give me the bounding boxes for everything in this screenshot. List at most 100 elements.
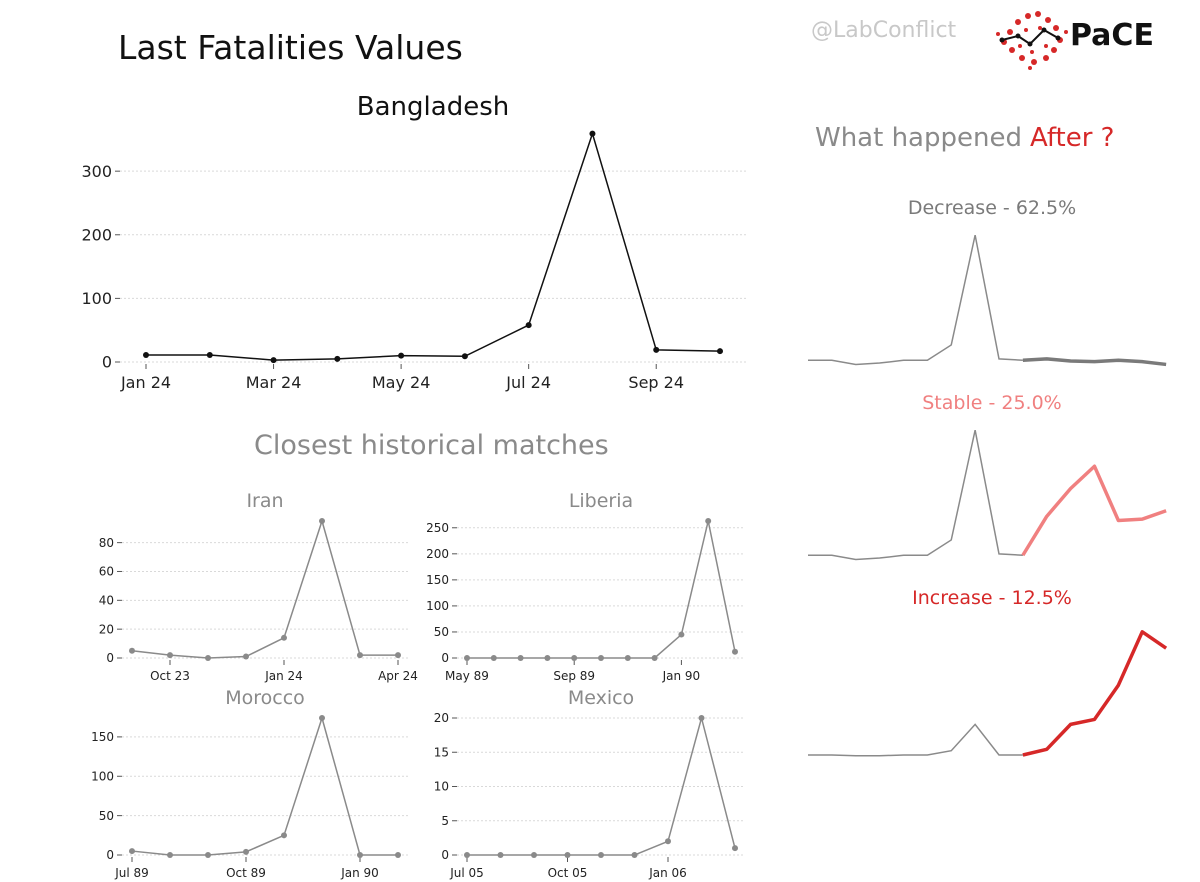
- chart-title: Bangladesh: [357, 92, 509, 122]
- data-point: [598, 852, 604, 858]
- data-point: [129, 848, 135, 855]
- chart-title: Liberia: [569, 490, 633, 512]
- data-point: [167, 652, 173, 659]
- data-point: [281, 832, 287, 839]
- history-line: [808, 429, 1023, 561]
- data-point: [143, 352, 149, 359]
- data-point: [129, 647, 135, 654]
- y-tick-label: 10: [434, 780, 449, 794]
- y-tick-label: 15: [434, 745, 449, 759]
- data-point: [334, 355, 341, 362]
- data-point: [395, 652, 401, 659]
- future-line: [1021, 464, 1167, 557]
- data-point: [624, 655, 631, 661]
- liberia-chart: Liberia 0 50 100 150 200 250 May 89 Sep 89 Jan 90: [426, 490, 745, 683]
- increase-scenario-chart: Increase - 12.5%: [808, 587, 1168, 757]
- data-point: [525, 322, 532, 329]
- x-tick-label: Jan 24: [264, 669, 303, 683]
- future-line: [1022, 357, 1167, 367]
- x-tick-label: Jan 06: [648, 866, 687, 880]
- stable-scenario-chart: Stable - 25.0%: [808, 392, 1167, 561]
- y-tick-label: 0: [441, 848, 449, 862]
- x-tick-label: Apr 24: [378, 669, 418, 683]
- scenario-title: Stable - 25.0%: [922, 392, 1061, 414]
- data-point: [589, 130, 596, 137]
- data-point: [544, 655, 551, 661]
- data-point: [564, 852, 571, 858]
- x-tick-label: Sep 89: [553, 669, 595, 683]
- data-point: [205, 852, 211, 858]
- data-point: [464, 655, 470, 661]
- y-tick-label: 0: [441, 651, 449, 665]
- data-point: [205, 655, 211, 661]
- data-point: [531, 852, 537, 858]
- y-tick-label: 150: [426, 573, 449, 587]
- series-line: [131, 518, 398, 659]
- y-tick-label: 80: [99, 536, 114, 550]
- data-point: [461, 353, 468, 360]
- data-point: [319, 518, 325, 524]
- mexico-chart: Mexico 0 5 10 15 20 Jul 05 Oct 05 Jan 06: [434, 687, 745, 880]
- logo-text: PaCE: [1070, 18, 1154, 53]
- x-tick-label: Jul 05: [449, 866, 484, 880]
- data-point: [206, 352, 213, 359]
- history-line: [808, 723, 1023, 757]
- data-point: [319, 715, 325, 721]
- data-point: [167, 852, 173, 858]
- scenario-title: Increase - 12.5%: [912, 587, 1072, 609]
- series-line: [146, 131, 721, 361]
- iran-chart: Iran 0 20 40 60 80 Oct 23 Jan 24 Apr 24: [99, 490, 418, 683]
- section-title-matches: Closest historical matches: [254, 430, 609, 461]
- y-tick-label: 250: [426, 521, 449, 535]
- after-highlight: After ?: [1029, 123, 1115, 153]
- data-point: [631, 852, 638, 858]
- chart-title: Morocco: [225, 687, 305, 709]
- x-tick-label: Mar 24: [246, 373, 302, 392]
- y-tick-label: 20: [434, 711, 449, 725]
- x-tick-label: Sep 24: [628, 373, 684, 392]
- data-point: [653, 346, 660, 353]
- y-tick-label: 100: [426, 599, 449, 613]
- data-point: [598, 655, 604, 661]
- data-point: [717, 348, 723, 355]
- data-point: [243, 653, 249, 660]
- x-tick-label: Jan 90: [662, 669, 701, 683]
- data-point: [705, 518, 712, 524]
- data-point: [464, 852, 470, 858]
- y-tick-label: 150: [91, 730, 114, 744]
- decrease-scenario-chart: Decrease - 62.5%: [808, 197, 1167, 367]
- data-point: [270, 357, 277, 364]
- data-point: [665, 838, 671, 845]
- data-point: [517, 655, 524, 661]
- x-tick-label: May 24: [372, 373, 431, 392]
- twitter-handle: @LabConflict: [811, 18, 957, 43]
- data-point: [357, 652, 363, 659]
- data-point: [698, 715, 705, 721]
- data-point: [243, 848, 249, 855]
- data-point: [732, 845, 738, 852]
- y-tick-label: 200: [81, 225, 112, 244]
- pace-logo-icon: [996, 11, 1068, 70]
- data-point: [571, 655, 578, 661]
- series-line: [131, 715, 398, 856]
- y-tick-label: 0: [106, 848, 114, 862]
- x-tick-label: Jan 90: [340, 866, 379, 880]
- y-tick-label: 0: [102, 353, 112, 372]
- y-tick-label: 0: [106, 651, 114, 665]
- history-line: [808, 234, 1023, 366]
- page-title: Last Fatalities Values: [118, 28, 463, 67]
- x-tick-label: Oct 23: [150, 669, 190, 683]
- x-tick-label: Jul 89: [114, 866, 149, 880]
- data-point: [651, 655, 658, 661]
- data-point: [490, 655, 497, 661]
- data-point: [281, 634, 287, 641]
- x-tick-label: Oct 89: [226, 866, 266, 880]
- y-tick-label: 100: [91, 769, 114, 783]
- y-tick-label: 300: [81, 162, 112, 181]
- scenario-title: Decrease - 62.5%: [908, 197, 1076, 219]
- y-tick-label: 50: [99, 809, 114, 823]
- x-tick-label: Jul 24: [505, 373, 551, 392]
- chart-title: Iran: [246, 490, 283, 512]
- section-title-after: What happened After ?: [815, 123, 1114, 153]
- series-line: [467, 520, 736, 659]
